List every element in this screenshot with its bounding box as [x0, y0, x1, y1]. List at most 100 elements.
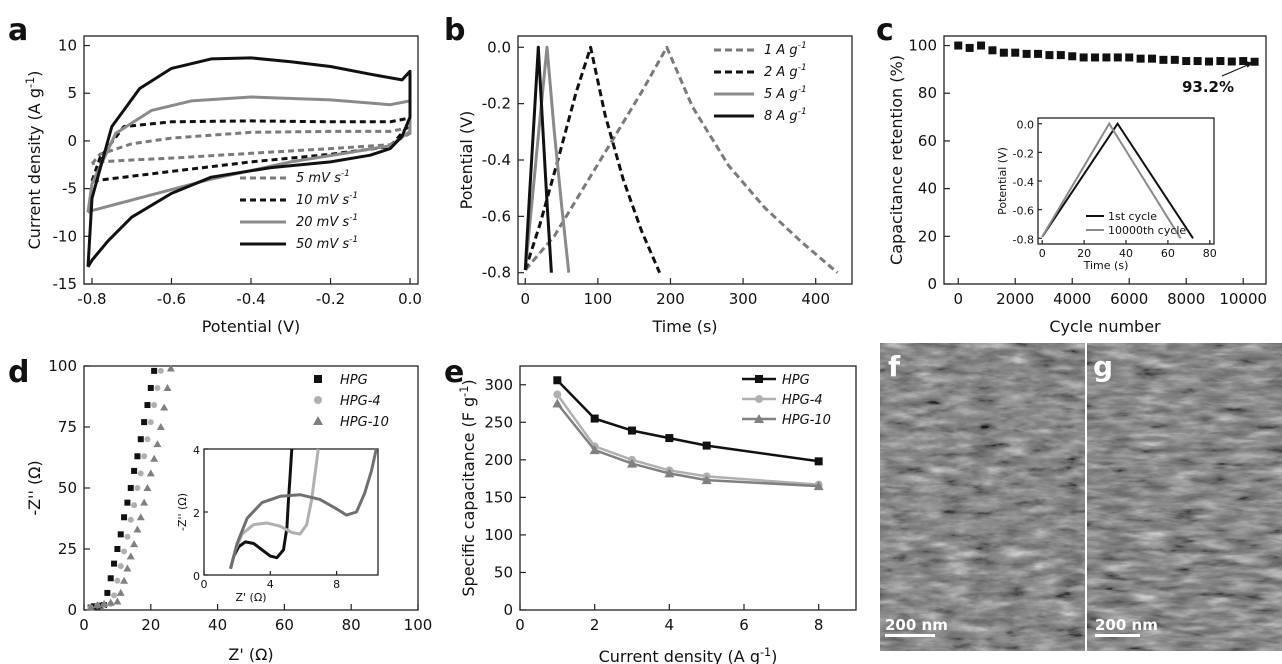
square-marker — [314, 375, 322, 383]
y-tick-label: -0.2 — [482, 95, 511, 113]
circle-marker — [134, 485, 141, 491]
inset-background — [1038, 118, 1214, 244]
y-tick-label: 300 — [484, 376, 513, 394]
square-marker — [1136, 54, 1145, 63]
x-tick-label: 4 — [267, 578, 274, 591]
triangle-marker — [146, 469, 155, 477]
x-tick-label: 6000 — [1110, 290, 1148, 308]
y-tick-label: 40 — [918, 180, 937, 198]
sem-image-g — [1087, 343, 1282, 651]
triangle-marker — [701, 475, 712, 485]
square-marker — [954, 41, 963, 50]
x-tick-label: 60 — [275, 616, 294, 634]
triangle-marker — [627, 458, 637, 468]
square-marker — [1125, 53, 1134, 62]
triangle-marker — [120, 576, 129, 584]
x-tick-label: 40 — [208, 616, 227, 634]
legend-label: HPG — [340, 373, 368, 388]
square-marker — [988, 46, 997, 55]
square-marker — [628, 426, 636, 435]
chart-c: 0 2000 4000 6000 8000 10000 0 20 40 60 80 100 Cycle … — [887, 35, 1267, 336]
sem-scale-label-f: 200 nm — [885, 616, 948, 634]
square-marker — [553, 376, 562, 385]
y-tick-label: 0 — [67, 601, 77, 619]
y-tick-label: -0.8 — [1013, 233, 1034, 246]
y-tick-label: 100 — [48, 357, 77, 375]
square-marker — [999, 48, 1008, 57]
x-tick-label: 10000 — [1219, 290, 1267, 308]
inset-x-label: Time (s) — [1083, 259, 1129, 272]
legend-label: HPG-4 — [782, 393, 823, 408]
circle-marker — [151, 402, 158, 409]
square-marker — [1193, 57, 1202, 66]
square-marker — [1216, 57, 1225, 66]
legend-label: 8 A g-1 — [764, 107, 807, 124]
x-tick-label: 80 — [342, 616, 361, 634]
y-tick-label: 0 — [67, 132, 77, 150]
x-tick-label: 0.0 — [398, 290, 422, 308]
circle-marker — [117, 563, 124, 570]
circle-marker — [137, 470, 144, 477]
square-marker — [141, 419, 148, 426]
y-tick-label: 250 — [484, 413, 513, 431]
square-marker — [91, 603, 98, 610]
plot-frame — [517, 35, 853, 285]
triangle-marker — [113, 597, 122, 605]
x-tick-label: 0 — [520, 290, 530, 308]
plot-frame — [519, 365, 857, 611]
y-tick-label: 0 — [927, 275, 937, 293]
x-tick-label: 400 — [801, 290, 830, 308]
y-tick-label: 75 — [58, 418, 77, 436]
triangle-marker — [156, 423, 165, 430]
square-marker — [121, 514, 128, 521]
panel-label-a: a — [8, 13, 28, 48]
circle-marker — [141, 453, 148, 460]
triangle-marker — [140, 498, 149, 506]
x-tick-label: 20 — [1077, 247, 1091, 260]
x-tick-label: 2 — [590, 616, 600, 634]
triangle-marker — [589, 445, 600, 455]
triangle-marker — [160, 403, 169, 411]
circle-marker — [121, 548, 128, 555]
y-tick-label: -0.8 — [482, 264, 511, 282]
square-marker — [127, 485, 134, 491]
y-tick-label: 25 — [58, 540, 77, 558]
y-tick-label: -0.4 — [1013, 176, 1034, 189]
panel-label-d: d — [8, 355, 29, 390]
square-marker — [1022, 49, 1031, 58]
x-axis-label: Z' (Ω) — [228, 645, 273, 664]
square-marker — [702, 441, 711, 450]
y-tick-label: 150 — [484, 488, 513, 506]
legend-label: 50 mV s-1 — [296, 235, 358, 252]
y-tick-label: 50 — [494, 563, 513, 581]
square-marker — [1091, 53, 1100, 62]
circle-marker — [154, 384, 161, 391]
square-marker — [590, 414, 599, 423]
inset-c: 0 20 40 60 80 -0.8 -0.6 -0.4 -0.2 0.0 Time (s) Pote… — [996, 117, 1217, 272]
x-tick-label: 4000 — [1053, 290, 1091, 308]
triangle-marker — [133, 525, 142, 533]
x-tick-label: 200 — [656, 290, 685, 308]
y-tick-label: 0.0 — [487, 38, 511, 56]
legend-label: HPG-10 — [340, 415, 389, 430]
x-tick-label: 4 — [665, 616, 675, 634]
square-marker — [137, 436, 144, 443]
triangle-marker — [313, 416, 323, 425]
circle-marker — [147, 419, 154, 426]
x-tick-label: 100 — [404, 616, 433, 634]
inset-curve — [229, 448, 294, 570]
circle-marker — [144, 436, 151, 443]
square-marker — [117, 531, 124, 538]
y-axis-label: Current density (A g-1) — [24, 71, 44, 250]
triangle-marker — [116, 588, 125, 596]
triangle-marker — [552, 398, 563, 408]
x-tick-label: 0 — [953, 290, 963, 308]
square-marker — [1205, 57, 1214, 66]
square-marker — [144, 402, 151, 409]
square-marker — [1056, 51, 1065, 60]
y-tick-label: -0.6 — [482, 207, 511, 225]
sem-scale-bar-f — [885, 634, 935, 637]
circle-marker — [114, 577, 121, 584]
sem-scale-label-g: 200 nm — [1095, 616, 1158, 634]
y-tick-label: -0.2 — [1013, 147, 1034, 160]
